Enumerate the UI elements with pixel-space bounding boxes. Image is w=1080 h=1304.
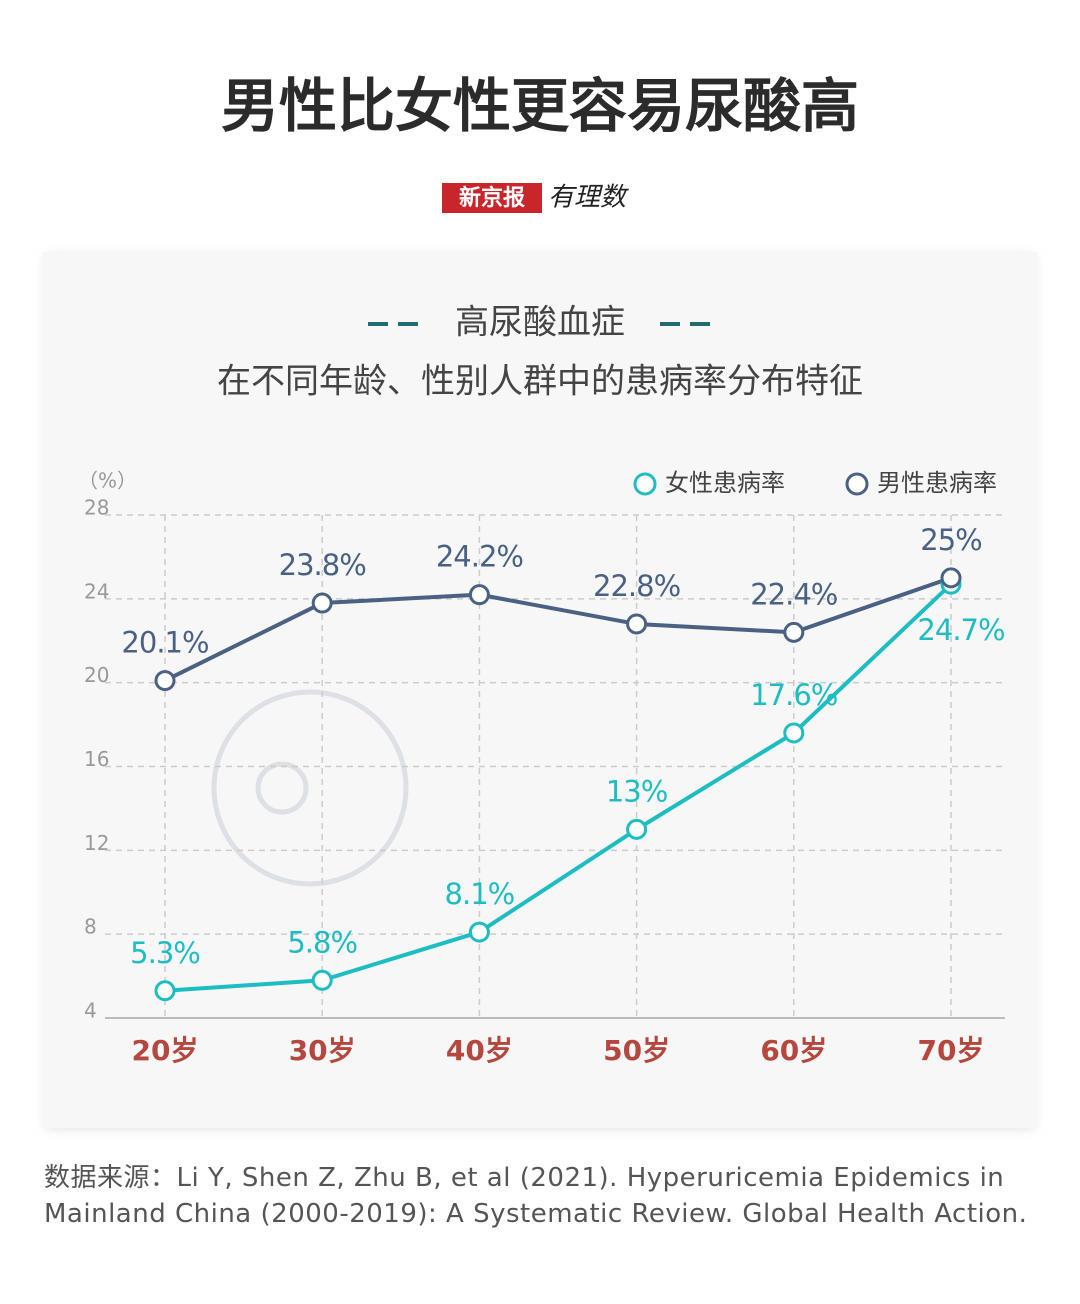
series-line — [164, 582, 953, 993]
y-tick-label: 4 — [84, 999, 97, 1023]
y-tick-label: 24 — [84, 579, 109, 603]
x-tick-label: 60岁 — [760, 1034, 827, 1067]
chart-title: 男性比女性更容易尿酸高 — [221, 72, 859, 140]
data-label: 8.1% — [445, 877, 515, 911]
legend-label: 女性患病率 — [665, 469, 785, 497]
data-label: 20.1% — [121, 626, 208, 660]
logo-box — [442, 183, 542, 213]
data-label: 13% — [606, 774, 667, 808]
decor-icon — [211, 689, 409, 887]
y-axis-label: （%） — [78, 469, 137, 493]
x-tick-label: 20岁 — [132, 1034, 199, 1067]
logo-text: 有理数 — [548, 183, 629, 213]
series-line — [164, 575, 952, 683]
data-label: 5.3% — [130, 936, 200, 970]
data-label: 22.4% — [750, 577, 837, 611]
data-point — [626, 818, 648, 840]
data-label: 17.6% — [750, 678, 837, 712]
x-tick-label: 50岁 — [603, 1034, 670, 1067]
data-label: 24.2% — [436, 540, 523, 574]
legend-label: 男性患病率 — [877, 469, 997, 497]
legend-marker — [633, 472, 657, 496]
data-point — [154, 670, 176, 692]
x-tick-label: 30岁 — [289, 1034, 356, 1067]
x-tick-label: 40岁 — [446, 1034, 513, 1067]
data-point — [783, 621, 805, 643]
chart-subtitle: 高尿酸血症 — [455, 303, 625, 343]
decor-icon — [255, 761, 309, 815]
data-label: 25% — [920, 523, 981, 557]
data-label: 22.8% — [593, 569, 680, 603]
data-point — [626, 613, 648, 635]
legend-marker — [845, 472, 869, 496]
logo-text: 新京报 — [459, 185, 525, 211]
x-tick-label: 70岁 — [918, 1034, 985, 1067]
y-tick-label: 20 — [84, 663, 109, 687]
data-label: 24.7% — [917, 613, 1004, 647]
data-point — [468, 921, 490, 943]
y-tick-label: 28 — [84, 496, 109, 520]
data-label: 23.8% — [279, 548, 366, 582]
y-tick-label: 8 — [84, 915, 97, 939]
data-point — [154, 980, 176, 1002]
y-tick-label: 12 — [84, 831, 109, 855]
data-point — [783, 722, 805, 744]
chart-caption: 在不同年龄、性别人群中的患病率分布特征 — [217, 362, 863, 402]
data-label: 5.8% — [287, 925, 357, 959]
data-point — [311, 592, 333, 614]
data-point — [468, 584, 490, 606]
card — [42, 252, 1038, 1128]
data-point — [940, 567, 962, 589]
y-tick-label: 16 — [84, 747, 109, 771]
data-point — [311, 969, 333, 991]
source-note: 数据来源：Li Y, Shen Z, Zhu B, et al (2021). … — [44, 1163, 1028, 1229]
